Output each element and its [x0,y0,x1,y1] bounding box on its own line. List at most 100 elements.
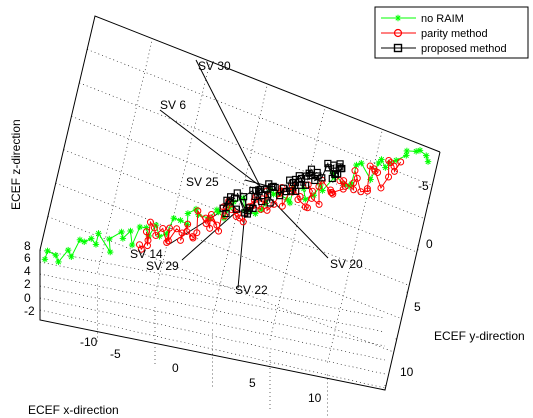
marker-star [302,196,309,203]
marker-star [41,256,49,263]
marker-circle [308,187,316,195]
marker-star [64,246,72,254]
marker-circle [353,174,361,182]
sv-line [267,195,329,259]
marker-circle [371,167,379,175]
legend-entry-parity-method: parity method [381,28,488,40]
marker-circle [385,173,393,181]
marker-circle [397,158,405,166]
marker-star [423,152,430,159]
marker-circle [194,207,202,215]
marker-star [55,258,62,266]
marker-star [92,241,100,248]
marker-star [52,251,59,259]
marker-circle [232,212,240,220]
y-tick-label: 10 [400,365,414,379]
sv-label: SV 20 [330,257,363,271]
marker-square [266,199,274,207]
marker-circle [263,206,271,214]
legend-entry-proposed-method: proposed method [381,43,507,55]
sv-line [195,59,261,187]
marker-square [232,205,240,213]
marker-circle [144,236,152,244]
marker-square [297,174,306,183]
marker-square [302,181,310,189]
marker-star [353,161,360,169]
marker-circle [164,237,172,245]
marker-square [255,188,263,196]
marker-circle [363,187,371,195]
marker-circle [163,238,171,246]
marker-square [302,172,311,180]
marker-circle [357,188,365,196]
z-tick-label: 2 [24,277,31,291]
marker-star [375,159,382,167]
sv-label: SV 25 [186,175,219,189]
marker-star [95,230,102,237]
marker-star [382,164,389,171]
marker-star [118,228,125,236]
marker-circle [315,200,323,208]
marker-square [307,172,315,180]
marker-circle [385,157,393,165]
marker-star [128,241,136,249]
marker-circle [178,229,186,237]
sv-line [181,211,237,261]
sv-label: SV 6 [160,98,186,112]
marker-circle [390,162,398,170]
marker-square [282,188,290,196]
marker-square [269,182,277,190]
marker-circle [193,229,201,237]
sv-label: SV 14 [130,247,163,261]
marker-circle [184,220,192,228]
marker-star [81,238,88,246]
z-tick-label: 6 [24,251,31,265]
marker-circle [294,196,302,204]
marker-star [319,187,326,194]
marker-star [367,176,374,183]
marker-circle [143,242,151,250]
y-tick-label: 5 [414,300,421,314]
sv-label: SV 29 [146,259,179,273]
legend-label-no-raim: no RAIM [421,13,464,25]
marker-circle [206,214,214,222]
marker-circle [159,224,167,232]
marker-square [292,187,300,195]
legend-entry-no-raim: no RAIM [381,13,464,25]
marker-star [270,191,277,198]
marker-star [403,152,410,159]
marker-star [68,253,75,260]
marker-circle [165,224,173,232]
marker-square [219,204,227,212]
z-tick-label: -2 [24,304,35,318]
marker-circle [351,167,359,175]
marker-circle [137,245,145,253]
marker-square [244,207,252,215]
marker-circle [215,227,223,235]
marker-star [286,199,294,207]
z-tick-label: 0 [24,291,31,305]
sv-line [244,179,269,187]
marker-circle [152,231,160,239]
axis-box [39,15,441,391]
marker-star [412,148,420,155]
marker-circle [270,200,278,208]
sv-label: SV 22 [235,283,268,297]
marker-star [177,217,184,224]
marker-square [276,192,284,200]
marker-star [403,147,411,155]
marker-circle [391,167,399,175]
marker-circle [202,214,210,222]
series-parity-method [136,157,405,253]
marker-square [240,193,248,201]
y-tick-label: 0 [426,237,433,251]
marker-star [107,248,114,256]
marker-square [297,181,305,189]
marker-square [311,176,319,185]
marker-circle [142,228,150,236]
x-tick-label: 5 [249,376,256,390]
marker-circle [207,210,215,218]
